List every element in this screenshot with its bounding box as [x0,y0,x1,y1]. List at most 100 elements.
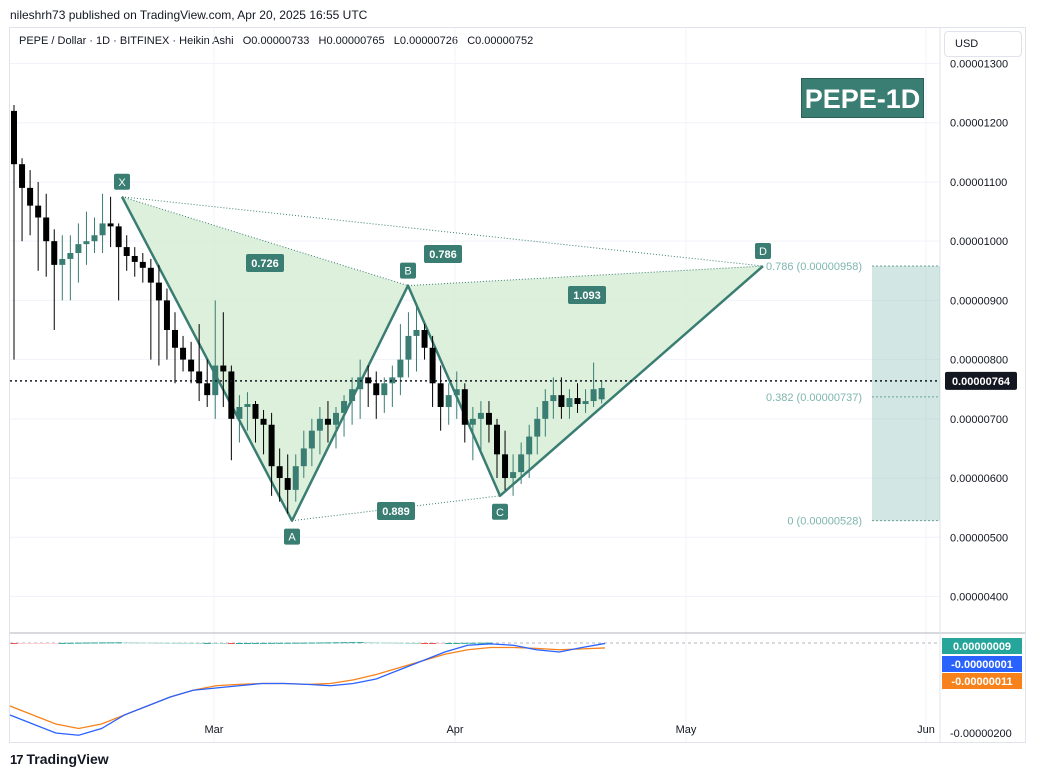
candle-body [405,335,412,360]
point-label-b: B [404,266,411,278]
macd-value-label: -0.00000011 [951,676,1012,688]
tradingview-logo-icon: 17 [10,751,24,767]
macd-histogram-bar [139,642,147,644]
candle-body [550,395,557,402]
candle-body [75,244,82,254]
candle-body [83,241,90,245]
x-tick-label: Apr [446,724,463,736]
tradingview-footer[interactable]: 17 TradingView [10,751,109,767]
point-label-box [755,243,771,260]
title-badge: PEPE-1D [801,78,924,118]
candle-body [155,282,162,301]
macd-histogram-bar [429,643,437,644]
macd-histogram-bar [445,643,453,644]
macd-histogram-bar [18,643,26,644]
candle-body [188,359,195,372]
candle-body [107,223,114,227]
candle-body [429,347,436,384]
ratio-line-xb [121,196,409,287]
candle-body [196,371,203,384]
point-label-box [114,173,130,190]
ratio-label-box [377,502,415,520]
symbol-ohlc-legend: PEPE / Dollar · 1D · BITFINEX · Heikin A… [19,35,534,47]
macd-histogram-bar [268,642,276,644]
macd-histogram-bar [276,642,284,644]
candle-body [534,418,541,437]
y-tick-label: 0.00000400 [950,591,1008,603]
macd-histogram-bar [235,643,243,644]
axes: 0.00001300 0.00001200 0.00001100 0.00001000… [205,59,1022,740]
candle-body [19,164,26,188]
ratio-label: 0.726 [251,258,279,270]
point-label-d: D [759,246,767,258]
candle-body [469,418,476,425]
candle-body [341,401,348,413]
macd-value-box [942,656,1022,672]
macd-histogram-bar [300,642,308,644]
macd-histogram-bar [82,642,90,644]
macd-histogram-bar [227,643,235,644]
candle-body [204,383,211,396]
candle-body [180,347,187,360]
candle-body [494,424,500,455]
macd-histogram-bar [340,642,348,644]
point-label-a: A [288,532,296,544]
macd-histogram-bar [195,642,203,644]
macd-histogram-bar [453,642,461,644]
y-tick-label: 0.00001300 [950,59,1008,71]
macd-value-label: -0.00000001 [951,659,1013,671]
last-price-label: 0.00000764 [952,376,1011,388]
target-zone [872,266,940,521]
footer-brand: TradingView [26,751,109,767]
candle-body [292,466,299,490]
y-tick-label: 0.00000800 [950,355,1008,367]
candle-body [228,371,235,419]
candle-body [236,406,243,419]
macd-histogram-bar [292,642,300,644]
macd-histogram-bar [356,642,364,644]
macd-histogram-bar [461,642,469,644]
candle-body [260,418,267,425]
macd-y-tick-label: -0.00000200 [950,728,1012,740]
macd-histogram-bar [332,642,340,644]
macd-histogram-bar [364,642,372,644]
macd-histogram-bar [42,643,50,644]
macd-histogram-bar [437,643,445,644]
point-label-x: X [118,177,126,189]
macd-histogram-bar [396,642,404,644]
ratio-label: 1.093 [573,290,601,302]
macd-line [9,642,606,736]
macd-histogram-bar [10,643,18,644]
candle-body [566,398,573,407]
fib-label: 0 (0.00000528) [787,516,862,528]
candle-body [115,226,122,248]
currency-button[interactable]: USD [944,31,1022,57]
candle-body [59,258,66,265]
macd-histogram-bar [203,642,211,644]
candle-body [308,430,315,449]
ratio-label: 0.889 [382,506,410,518]
macd-histogram-bar [485,642,493,644]
candle-body [324,418,331,425]
candle-body [220,365,227,372]
macd-histogram-bar [324,642,332,644]
candle-body [477,412,484,419]
candle-body [147,267,154,283]
candle-body [445,395,452,407]
macd-histogram-bar [74,642,82,644]
macd-histogram-bar [348,642,356,644]
x-tick-label: Mar [205,724,224,736]
candle-body [316,418,323,431]
macd-histogram-bar [26,643,34,644]
macd-histogram-bar [469,642,477,644]
candle-body [172,330,178,348]
candle-body [381,383,388,396]
macd-histogram-bar [413,642,420,644]
macd-histogram-bar [308,642,316,644]
macd-histogram-bar [316,642,324,644]
macd-histogram-bar [260,642,268,644]
point-label-box [492,503,508,520]
y-tick-label: 0.00000600 [950,473,1008,485]
macd-histogram-bar [187,642,195,644]
